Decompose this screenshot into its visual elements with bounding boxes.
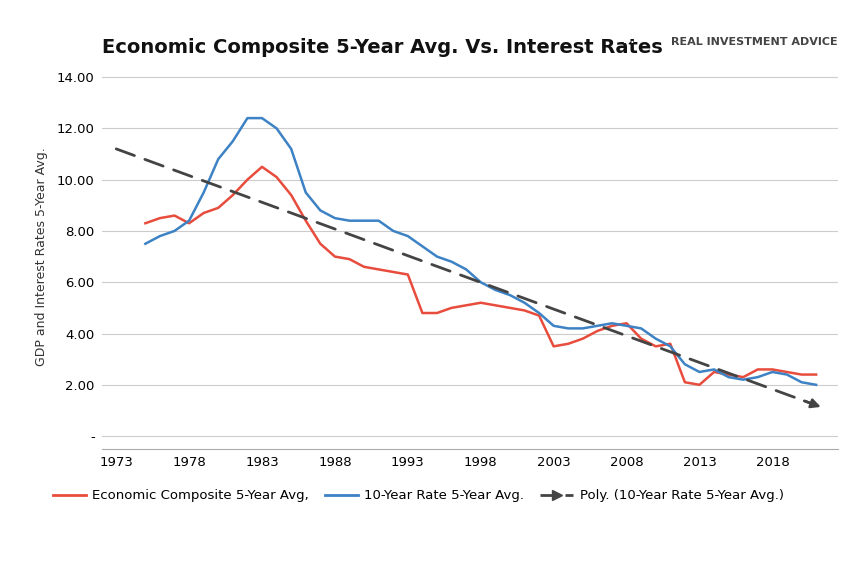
Text: ...: ... xyxy=(623,35,634,45)
Text: REAL INVESTMENT ADVICE: REAL INVESTMENT ADVICE xyxy=(671,38,837,48)
Y-axis label: GDP and Interest Rates 5-Year Avg.: GDP and Interest Rates 5-Year Avg. xyxy=(36,147,49,366)
Legend: Economic Composite 5-Year Avg,, 10-Year Rate 5-Year Avg., Poly. (10-Year Rate 5-: Economic Composite 5-Year Avg,, 10-Year … xyxy=(48,484,788,508)
Text: Economic Composite 5-Year Avg. Vs. Interest Rates: Economic Composite 5-Year Avg. Vs. Inter… xyxy=(101,38,661,57)
